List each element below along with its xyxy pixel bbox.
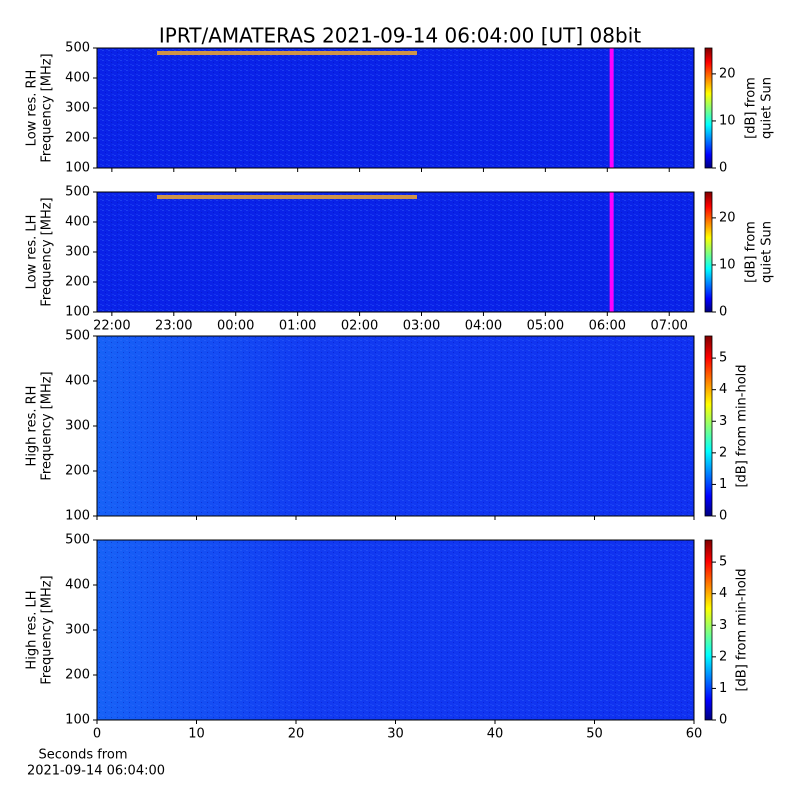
x-tick-label: 02:00 bbox=[341, 319, 378, 334]
colorbar-tick-label: 4 bbox=[719, 586, 727, 601]
y-axis-label: Low res. LH bbox=[25, 215, 40, 290]
colorbar-tick-label: 2 bbox=[719, 649, 727, 664]
colorbar bbox=[704, 335, 713, 517]
colorbar-label: [dB] from min-hold bbox=[735, 568, 750, 691]
y-tick-label: 100 bbox=[65, 161, 90, 176]
y-axis-label: Frequency [MHz] bbox=[40, 53, 55, 162]
colorbar-label: [dB] from min-hold bbox=[735, 364, 750, 487]
y-axis-label: High res. LH bbox=[25, 590, 40, 669]
x-tick-label: 40 bbox=[487, 727, 504, 742]
colorbar-tick-label: 1 bbox=[719, 477, 727, 492]
y-tick-label: 200 bbox=[65, 668, 90, 683]
y-tick-label: 300 bbox=[65, 245, 90, 260]
colorbar-tick-label: 20 bbox=[719, 210, 736, 225]
x-tick-label: 06:00 bbox=[589, 319, 626, 334]
x-tick-label: 10 bbox=[188, 727, 205, 742]
colorbar bbox=[704, 539, 713, 721]
colorbar-tick-label: 0 bbox=[719, 509, 727, 524]
colorbar-label: [dB] from bbox=[744, 77, 759, 139]
hot-band bbox=[157, 51, 417, 55]
y-tick-label: 500 bbox=[65, 533, 90, 548]
x-tick-label: 04:00 bbox=[465, 319, 502, 334]
y-tick-label: 100 bbox=[65, 713, 90, 728]
x-tick-label: 22:00 bbox=[93, 319, 130, 334]
colorbar-label: quiet Sun bbox=[760, 77, 775, 139]
y-axis-label: High res. RH bbox=[25, 386, 40, 467]
y-tick-label: 200 bbox=[65, 131, 90, 146]
chart-title: IPRT/AMATERAS 2021-09-14 06:04:00 [UT] 0… bbox=[159, 24, 641, 48]
x-tick-label: 07:00 bbox=[650, 319, 687, 334]
colorbar-tick-label: 1 bbox=[719, 681, 727, 696]
x-tick-label: 50 bbox=[586, 727, 603, 742]
colorbar bbox=[704, 191, 713, 313]
y-tick-label: 300 bbox=[65, 623, 90, 638]
y-axis-label: Low res. RH bbox=[25, 70, 40, 147]
colorbar-tick-label: 10 bbox=[719, 257, 736, 272]
y-tick-label: 500 bbox=[65, 41, 90, 56]
y-tick-label: 100 bbox=[65, 509, 90, 524]
colorbar-label: quiet Sun bbox=[760, 221, 775, 283]
x-tick-label: 00:00 bbox=[217, 319, 254, 334]
hot-band bbox=[157, 195, 417, 199]
x-axis-label: 2021-09-14 06:04:00 bbox=[27, 764, 165, 779]
colorbar-tick-label: 4 bbox=[719, 382, 727, 397]
time-marker bbox=[609, 192, 614, 312]
y-axis-label: Frequency [MHz] bbox=[40, 371, 55, 480]
heatmap-texture bbox=[97, 48, 694, 168]
heatmap-texture bbox=[97, 336, 694, 516]
colorbar-tick-label: 2 bbox=[719, 445, 727, 460]
colorbar-label: [dB] from bbox=[744, 221, 759, 283]
colorbar-tick-label: 3 bbox=[719, 618, 727, 633]
time-marker bbox=[609, 48, 614, 168]
colorbar bbox=[704, 47, 713, 169]
y-tick-label: 400 bbox=[65, 578, 90, 593]
heatmap-texture bbox=[97, 540, 694, 720]
x-axis-label: Seconds from bbox=[38, 748, 127, 763]
x-tick-label: 05:00 bbox=[527, 319, 564, 334]
y-tick-label: 400 bbox=[65, 71, 90, 86]
x-tick-label: 01:00 bbox=[279, 319, 316, 334]
y-axis-label: Frequency [MHz] bbox=[40, 197, 55, 306]
y-tick-label: 200 bbox=[65, 275, 90, 290]
y-tick-label: 300 bbox=[65, 101, 90, 116]
colorbar-tick-label: 5 bbox=[719, 351, 727, 366]
colorbar-tick-label: 5 bbox=[719, 555, 727, 570]
colorbar-tick-label: 10 bbox=[719, 113, 736, 128]
y-tick-label: 100 bbox=[65, 305, 90, 320]
x-tick-label: 20 bbox=[288, 727, 305, 742]
y-tick-label: 500 bbox=[65, 329, 90, 344]
y-tick-label: 200 bbox=[65, 464, 90, 479]
x-tick-label: 23:00 bbox=[155, 319, 192, 334]
x-tick-label: 60 bbox=[686, 727, 703, 742]
x-tick-label: 30 bbox=[387, 727, 404, 742]
colorbar-tick-label: 0 bbox=[719, 305, 727, 320]
colorbar-tick-label: 3 bbox=[719, 414, 727, 429]
colorbar-tick-label: 0 bbox=[719, 161, 727, 176]
x-tick-label: 0 bbox=[93, 727, 101, 742]
colorbar-tick-label: 0 bbox=[719, 713, 727, 728]
y-tick-label: 500 bbox=[65, 185, 90, 200]
y-axis-label: Frequency [MHz] bbox=[40, 575, 55, 684]
y-tick-label: 400 bbox=[65, 374, 90, 389]
y-tick-label: 300 bbox=[65, 419, 90, 434]
colorbar-tick-label: 20 bbox=[719, 66, 736, 81]
x-tick-label: 03:00 bbox=[403, 319, 440, 334]
y-tick-label: 400 bbox=[65, 215, 90, 230]
heatmap-texture bbox=[97, 192, 694, 312]
